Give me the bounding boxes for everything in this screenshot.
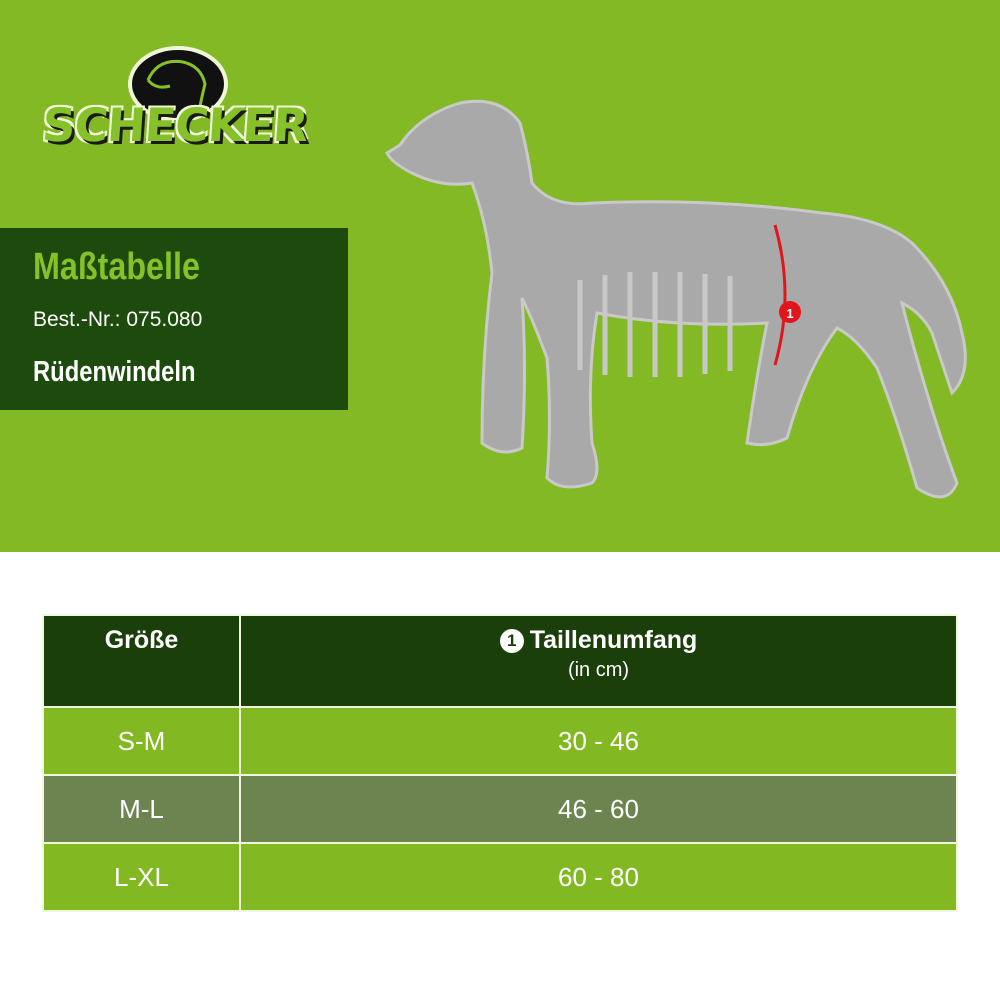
measure-number-icon: 1 bbox=[499, 629, 524, 653]
cell-waist: 60 - 80 bbox=[239, 842, 958, 912]
cell-size: S-M bbox=[42, 706, 241, 776]
dog-illustration: 1 bbox=[385, 99, 967, 499]
table-row: S-M 30 - 46 bbox=[42, 706, 958, 776]
waist-measure-ring bbox=[773, 224, 787, 366]
dog-silhouette bbox=[385, 99, 967, 499]
cell-waist: 46 - 60 bbox=[239, 774, 958, 844]
logo-text: SCHECKER bbox=[40, 98, 310, 152]
skeleton-ribs bbox=[577, 272, 733, 377]
cell-waist: 30 - 46 bbox=[239, 706, 958, 776]
page-title: Maßtabelle bbox=[33, 246, 200, 288]
measure-marker-icon bbox=[779, 301, 801, 323]
cell-size: L-XL bbox=[42, 842, 241, 912]
cell-size: M-L bbox=[42, 774, 241, 844]
measure-marker-label: 1 bbox=[786, 306, 793, 321]
title-banner: Maßtabelle Best.-Nr.: 075.080 Rüdenwinde… bbox=[0, 228, 348, 410]
header-unit: (in cm) bbox=[567, 659, 630, 681]
header-waist: 1 Taillenumfang (in cm) bbox=[239, 614, 958, 708]
header-waist-label: Taillenumfang bbox=[529, 626, 698, 654]
table-row: M-L 46 - 60 bbox=[42, 774, 958, 844]
table-header-row: Größe 1 Taillenumfang (in cm) bbox=[42, 614, 958, 708]
dog-head-logo-icon bbox=[128, 46, 228, 120]
size-table: Größe 1 Taillenumfang (in cm) S-M 30 - 46 … bbox=[42, 614, 958, 912]
brand-logo: SCHECKER bbox=[30, 40, 320, 180]
product-name: Rüdenwindeln bbox=[33, 356, 196, 388]
order-number: Best.-Nr.: 075.080 bbox=[33, 308, 203, 331]
table-row: L-XL 60 - 80 bbox=[42, 842, 958, 912]
header-size: Größe bbox=[42, 614, 241, 708]
